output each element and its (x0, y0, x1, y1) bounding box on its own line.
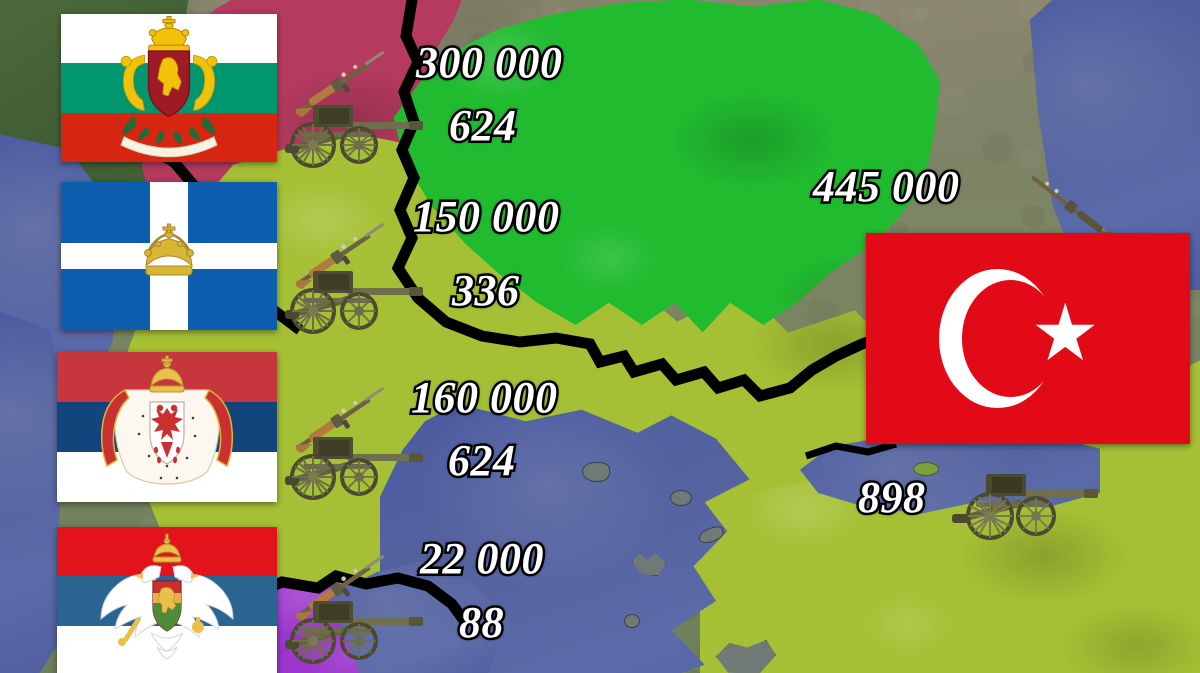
serbia-flag (57, 352, 277, 502)
montenegro-flag (57, 527, 277, 673)
serbia-troops-label: 160 000 (409, 371, 560, 425)
greece-troops-label: 150 000 (411, 190, 562, 244)
rifle-icon (286, 360, 398, 478)
crescent-cutout (961, 280, 1059, 397)
greece-flag (61, 182, 277, 330)
island (582, 462, 610, 482)
turkey-flag (866, 233, 1190, 444)
bulgaria-troops-label: 300 000 (414, 36, 565, 90)
ottoman-guns-label: 898 (856, 471, 928, 525)
island (632, 552, 666, 576)
island (696, 524, 726, 546)
royal-crown-emblem (144, 223, 194, 276)
field-gun-icon (950, 466, 1100, 546)
island (913, 462, 939, 476)
field-gun-icon (285, 424, 425, 504)
bulgaria-flag (61, 14, 277, 162)
island (624, 614, 640, 628)
montenegrin-double-headed-eagle (100, 533, 234, 660)
montenegro-troops-label: 22 000 (418, 532, 547, 586)
island (716, 640, 776, 673)
bulgaria-guns-label: 624 (447, 99, 519, 153)
serbian-royal-coat-of-arms (100, 355, 234, 485)
region-ottoman-anatolia (700, 474, 1200, 673)
island (670, 490, 692, 506)
ottoman-troops-label: 445 000 (811, 160, 962, 214)
serbia-guns-label: 624 (446, 434, 518, 488)
field-gun-icon (285, 92, 425, 172)
greece-guns-label: 336 (450, 264, 522, 318)
montenegro-guns-label: 88 (457, 596, 507, 650)
rifle-icon (286, 24, 398, 142)
field-gun-icon (285, 588, 425, 668)
bulgarian-coat-of-arms (120, 16, 218, 158)
field-gun-icon (285, 258, 425, 338)
